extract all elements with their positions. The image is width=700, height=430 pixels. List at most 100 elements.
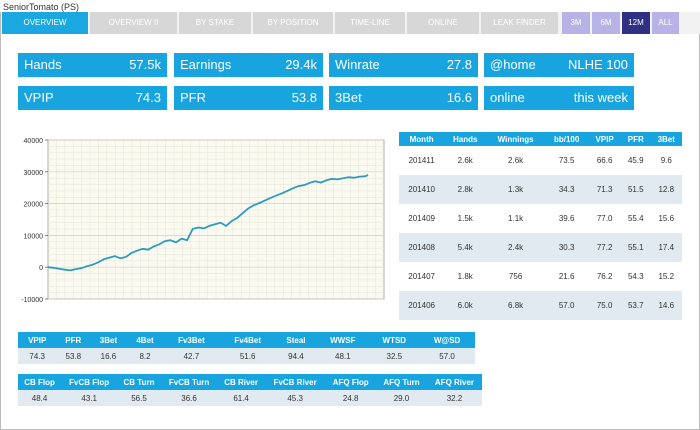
monthly-cell: 9.6 [650, 146, 682, 175]
monthly-cell: 1.5k [444, 204, 487, 233]
period-6m[interactable]: 6M [592, 12, 620, 34]
postflop-header-cell: CB River [217, 374, 265, 390]
monthly-cell: 77.0 [588, 204, 622, 233]
monthly-cell: 201406 [399, 291, 445, 320]
stat-vpip: VPIP 74.3 [18, 86, 167, 110]
postflop-value-cell: 29.0 [375, 390, 427, 406]
stat-3bet-label: 3Bet [335, 90, 362, 105]
tab-overview[interactable]: OVERVIEW [2, 12, 88, 34]
preflop-value-cell: 74.3 [18, 348, 57, 364]
postflop-value-cell: 24.8 [325, 390, 376, 406]
monthly-cell: 77.2 [588, 233, 622, 262]
postflop-header-cell: CB Flop [18, 374, 62, 390]
postflop-value-cell: 32.2 [426, 390, 482, 406]
monthly-cell: 15.2 [650, 262, 682, 291]
preflop-header-cell: Steal [275, 332, 317, 348]
period-all[interactable]: ALL [652, 12, 679, 34]
stat-winrate: Winrate 27.8 [329, 53, 478, 77]
preflop-header-cell: WWSF [316, 332, 370, 348]
stats-frame: OVERVIEW OVERVIEW II BY STAKE BY POSITIO… [0, 12, 700, 430]
earnings-chart-svg: 40000 30000 20000 10000 0 -10000 [21, 138, 385, 304]
preflop-value-cell: 57.0 [419, 348, 475, 364]
tab-time-line[interactable]: TIME-LINE [335, 12, 405, 34]
preflop-stats-table: VPIP PFR 3Bet 4Bet Fv3Bet Fv4Bet Steal WWSF WTSD… [18, 332, 475, 364]
monthly-cell: 55.4 [621, 204, 651, 233]
monthly-cell: 71.3 [588, 175, 622, 204]
stat-online-value: this week [573, 90, 628, 105]
monthly-cell: 2.6k [486, 146, 546, 175]
tab-by-stake[interactable]: BY STAKE [179, 12, 251, 34]
postflop-value-cell: 56.5 [117, 390, 161, 406]
period-12m[interactable]: 12M [622, 12, 650, 34]
preflop-header-cell: PFR [56, 332, 91, 348]
tab-leak-finder[interactable]: LEAK FINDER [481, 12, 558, 34]
y-tick-label: 30000 [24, 170, 44, 177]
postflop-header-cell: AFQ River [426, 374, 482, 390]
stat-online: online this week [484, 86, 634, 110]
stat-home: @home NLHE 100 [484, 53, 634, 77]
stat-pfr-value: 53.8 [291, 90, 317, 105]
monthly-cell: 1.1k [486, 204, 546, 233]
postflop-value-cell: 61.4 [217, 390, 265, 406]
postflop-value-cell: 45.3 [264, 390, 326, 406]
monthly-cell: 53.7 [621, 291, 651, 320]
stat-pfr: PFR 53.8 [174, 86, 323, 110]
monthly-cell: 12.8 [650, 175, 682, 204]
postflop-stats-table: CB Flop FvCB Flop CB Turn FvCB Turn CB River… [18, 374, 482, 406]
table-row: 201407 1.8k 756 21.6 76.2 54.3 15.2 [399, 262, 682, 291]
y-tick-label: -10000 [21, 297, 43, 304]
stat-hands: Hands 57.5k [18, 53, 167, 77]
monthly-cell: 14.6 [650, 291, 682, 320]
preflop-value-cell: 53.8 [56, 348, 91, 364]
table-row: 201411 2.6k 2.6k 73.5 66.6 45.9 9.6 [399, 146, 682, 175]
monthly-table-header: Month Hands Winnings bb/100 VPIP PFR 3Bet [399, 132, 682, 146]
monthly-cell: 21.6 [545, 262, 589, 291]
monthly-cell: 34.3 [545, 175, 589, 204]
player-title: SeniorTomato (PS) [3, 2, 80, 12]
monthly-cell: 201411 [399, 146, 445, 175]
monthly-cell: 45.9 [621, 146, 651, 175]
stat-home-value: NLHE 100 [568, 57, 628, 72]
postflop-header-cell: FvCB Turn [160, 374, 218, 390]
stat-pfr-label: PFR [180, 90, 206, 105]
stat-hands-label: Hands [24, 57, 62, 72]
monthly-cell: 2.4k [486, 233, 546, 262]
monthly-cell: 51.5 [621, 175, 651, 204]
y-tick-label: 0 [39, 265, 43, 272]
postflop-header-cell: CB Turn [117, 374, 161, 390]
tab-online[interactable]: ONLINE [407, 12, 479, 34]
earnings-series-line [47, 174, 369, 272]
preflop-header-cell: Fv3Bet [163, 332, 220, 348]
preflop-stats-values: 74.3 53.8 16.6 8.2 42.7 51.6 94.4 48.1 32.5 57.0 [18, 348, 475, 364]
postflop-header-cell: FvCB Flop [61, 374, 118, 390]
stat-winrate-label: Winrate [335, 57, 380, 72]
monthly-cell: 66.6 [588, 146, 622, 175]
y-tick-label: 40000 [24, 138, 44, 145]
monthly-table: Month Hands Winnings bb/100 VPIP PFR 3Bet 2014… [399, 132, 682, 320]
monthly-cell: 75.0 [588, 291, 622, 320]
monthly-cell: 201410 [399, 175, 445, 204]
monthly-header-cell: 3Bet [650, 132, 682, 146]
stat-3bet-value: 16.6 [446, 90, 472, 105]
monthly-cell: 17.4 [650, 233, 682, 262]
monthly-header-cell: Month [399, 132, 445, 146]
preflop-header-cell: VPIP [18, 332, 57, 348]
tab-overview-ii[interactable]: OVERVIEW II [90, 12, 177, 34]
monthly-cell: 5.4k [444, 233, 487, 262]
postflop-value-cell: 43.1 [61, 390, 118, 406]
monthly-cell: 39.6 [545, 204, 589, 233]
tab-by-position[interactable]: BY POSITION [253, 12, 333, 34]
preflop-value-cell: 51.6 [219, 348, 276, 364]
table-row: 201409 1.5k 1.1k 39.6 77.0 55.4 15.6 [399, 204, 682, 233]
postflop-stats-header: CB Flop FvCB Flop CB Turn FvCB Turn CB River… [18, 374, 482, 390]
postflop-header-cell: FvCB River [264, 374, 326, 390]
period-3m[interactable]: 3M [562, 12, 590, 34]
monthly-header-cell: PFR [621, 132, 651, 146]
monthly-header-cell: Hands [444, 132, 487, 146]
monthly-header-cell: Winnings [486, 132, 546, 146]
stat-3bet: 3Bet 16.6 [329, 86, 478, 110]
monthly-cell: 1.8k [444, 262, 487, 291]
postflop-header-cell: AFQ Flop [325, 374, 376, 390]
preflop-value-cell: 16.6 [90, 348, 127, 364]
postflop-value-cell: 36.6 [160, 390, 218, 406]
